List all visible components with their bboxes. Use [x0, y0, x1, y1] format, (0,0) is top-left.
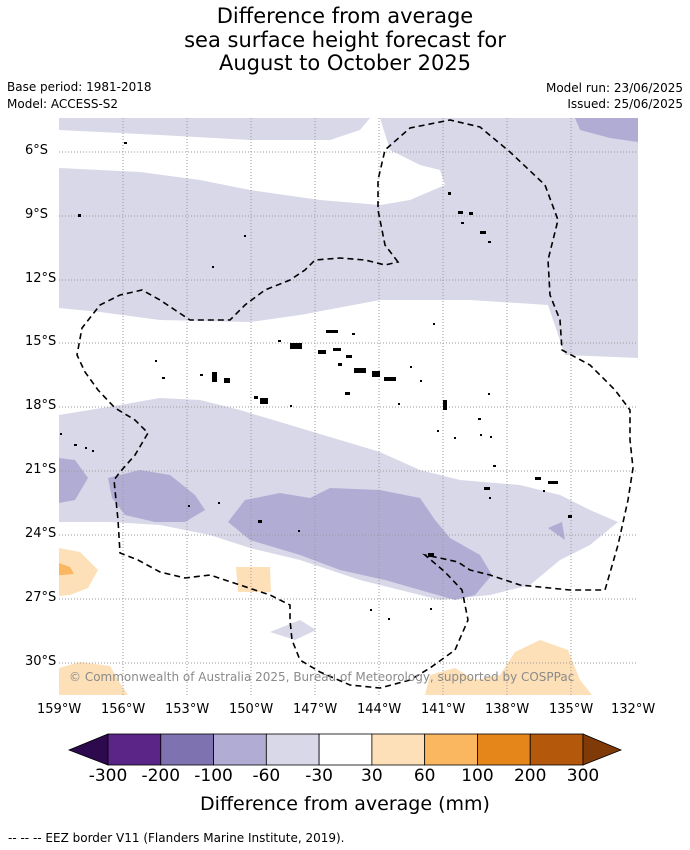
- longitude-label: 150°W: [229, 702, 274, 717]
- latitude-label: 6°S: [25, 143, 49, 158]
- colorbar-tick-label: 30: [361, 766, 383, 786]
- colorbar-segment: [265, 733, 320, 766]
- longitude-label: 159°W: [37, 702, 82, 717]
- colorbar-segment: [371, 733, 426, 766]
- positive-anomaly-southeast: [425, 640, 592, 695]
- latitude-label: 30°S: [25, 654, 57, 669]
- latitude-label: 21°S: [25, 462, 57, 477]
- colorbar-segments: [107, 733, 584, 766]
- anomaly-patch-central: [228, 488, 492, 600]
- model-run: Model run: 23/06/2025: [545, 81, 683, 95]
- colorbar-segment: [318, 733, 373, 766]
- colorbar-tick-label: -60: [252, 766, 281, 786]
- colorbar-segment: [477, 733, 531, 766]
- eez-legend: -- -- -- EEZ border V11 (Flanders Marine…: [8, 831, 345, 845]
- title-line-3: August to October 2025: [218, 51, 472, 75]
- latitude-label: 9°S: [25, 207, 49, 222]
- longitude-label: 153°W: [165, 702, 210, 717]
- neutral-gap: [59, 118, 445, 205]
- latitude-label: 12°S: [25, 271, 57, 286]
- colorbar-segment: [529, 733, 584, 766]
- latitude-label: 15°S: [25, 334, 57, 349]
- colorbar-segment: [107, 733, 162, 766]
- colorbar-segment: [424, 733, 478, 766]
- positive-anomaly-south: [59, 662, 128, 695]
- eez-border: [76, 119, 634, 689]
- positive-anomaly-southwest-core: [59, 563, 74, 575]
- copyright-notice: © Commonwealth of Australia 2025, Bureau…: [69, 670, 575, 684]
- longitude-label: 141°W: [421, 702, 466, 717]
- longitude-label: 156°W: [101, 702, 146, 717]
- colorbar-title: Difference from average (mm): [200, 793, 490, 815]
- issued-date: Issued: 25/06/2025: [567, 97, 683, 111]
- latitude-label: 27°S: [25, 590, 57, 605]
- colorbar-segment: [160, 733, 214, 766]
- longitude-label: 147°W: [293, 702, 338, 717]
- colorbar-tick-label: 300: [566, 766, 600, 786]
- anomaly-patch-west: [59, 458, 88, 503]
- colorbar-tick-label: 200: [513, 766, 547, 786]
- longitude-label: 144°W: [357, 702, 402, 717]
- title-line-2: sea surface height forecast for: [184, 28, 506, 52]
- colorbar-tick-label: 100: [461, 766, 494, 786]
- colorbar-arrow-high: [582, 733, 623, 766]
- anomaly-patch-south-small: [270, 620, 316, 640]
- colorbar-arrow-low: [67, 733, 109, 766]
- longitude-label: 135°W: [549, 702, 594, 717]
- colorbar-segment: [213, 733, 267, 766]
- colorbar-tick-label: -200: [141, 766, 181, 786]
- longitude-label: 138°W: [485, 702, 530, 717]
- colorbar-tick-label: -30: [305, 766, 333, 786]
- islands: [60, 142, 572, 620]
- model-name: Model: ACCESS-S2: [7, 97, 119, 111]
- colorbar-tick-label: 60: [413, 766, 436, 786]
- graticule: [59, 118, 638, 695]
- title-line-1: Difference from average: [216, 4, 474, 28]
- colorbar-tick-label: -300: [88, 766, 128, 786]
- latitude-label: 24°S: [25, 526, 57, 541]
- colorbar-tick-label: -100: [194, 766, 233, 786]
- latitude-label: 18°S: [25, 398, 57, 413]
- positive-anomaly-southwest: [59, 548, 98, 596]
- base-period: Base period: 1981-2018: [7, 80, 152, 94]
- anomaly-patch-northeast: [575, 118, 638, 142]
- longitude-label: 132°W: [611, 702, 656, 717]
- anomaly-patch-central-west: [108, 470, 205, 522]
